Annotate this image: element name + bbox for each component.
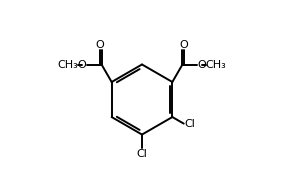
Text: CH₃: CH₃	[206, 60, 227, 70]
Text: O: O	[179, 40, 188, 49]
Text: Cl: Cl	[137, 149, 147, 159]
Text: O: O	[198, 60, 206, 70]
Text: Cl: Cl	[185, 119, 195, 129]
Text: CH₃: CH₃	[57, 60, 78, 70]
Text: O: O	[96, 40, 105, 49]
Text: O: O	[78, 60, 86, 70]
